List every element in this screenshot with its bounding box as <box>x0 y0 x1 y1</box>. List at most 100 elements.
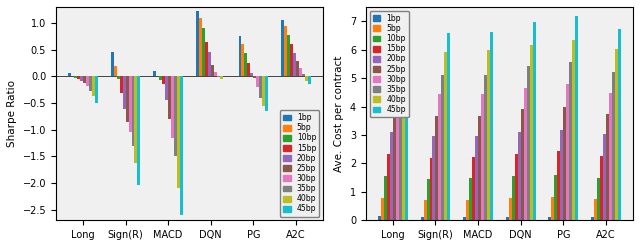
Bar <box>205 42 208 76</box>
Bar <box>83 76 86 83</box>
Bar <box>390 132 393 220</box>
Bar <box>609 93 612 220</box>
Bar <box>241 44 244 76</box>
Bar <box>512 176 515 220</box>
Bar <box>217 76 220 77</box>
Bar <box>239 36 241 76</box>
Bar <box>420 217 424 220</box>
Bar <box>530 45 532 220</box>
Bar <box>618 29 621 220</box>
Bar <box>180 76 183 215</box>
Bar <box>524 88 527 220</box>
Bar <box>563 106 566 220</box>
Bar <box>518 132 521 220</box>
Bar <box>123 76 125 109</box>
Bar <box>615 49 618 220</box>
Bar <box>196 11 199 76</box>
Bar <box>159 76 162 80</box>
Bar <box>475 136 478 220</box>
Bar <box>521 109 524 220</box>
Bar <box>478 117 481 220</box>
Bar <box>165 76 168 100</box>
Bar <box>80 76 83 81</box>
Bar <box>600 156 603 220</box>
Bar <box>490 32 493 220</box>
Bar <box>424 200 426 220</box>
Bar <box>299 68 302 76</box>
Bar <box>433 136 435 220</box>
Bar <box>515 154 518 220</box>
Bar <box>296 61 299 76</box>
Y-axis label: Ave. Cost per contract: Ave. Cost per contract <box>334 55 344 172</box>
Bar <box>506 217 509 220</box>
Bar <box>77 76 80 80</box>
Bar <box>548 217 552 220</box>
Legend: 1bp, 5bp, 10bp, 15bp, 20bp, 25bp, 30bp, 35bp, 40bp, 45bp: 1bp, 5bp, 10bp, 15bp, 20bp, 25bp, 30bp, … <box>369 11 409 117</box>
Bar <box>603 134 606 220</box>
Bar <box>566 84 570 220</box>
Bar <box>612 72 615 220</box>
Bar <box>384 176 387 220</box>
Bar <box>259 76 262 98</box>
Bar <box>120 76 123 93</box>
Bar <box>597 178 600 220</box>
Bar <box>208 52 211 76</box>
Bar <box>402 44 404 220</box>
Bar <box>89 76 92 91</box>
Bar <box>162 76 165 84</box>
Bar <box>469 178 472 220</box>
Bar <box>177 76 180 188</box>
Bar <box>393 110 396 220</box>
Bar <box>481 94 484 220</box>
Bar <box>552 197 554 220</box>
Bar <box>138 76 140 185</box>
Bar <box>444 52 447 220</box>
Bar <box>92 76 95 96</box>
Bar <box>484 75 487 220</box>
Bar <box>168 76 171 119</box>
Bar <box>572 40 575 220</box>
Bar <box>404 22 408 220</box>
Bar <box>74 76 77 78</box>
Bar <box>171 76 174 138</box>
Bar <box>381 198 384 220</box>
Bar <box>281 20 284 76</box>
Bar <box>426 179 429 220</box>
Bar <box>305 76 308 81</box>
Bar <box>570 62 572 220</box>
Bar <box>557 151 561 220</box>
Bar <box>114 66 116 76</box>
Bar <box>438 94 442 220</box>
Bar <box>68 73 71 76</box>
Bar <box>509 198 512 220</box>
Bar <box>153 71 156 76</box>
Bar <box>174 76 177 156</box>
Bar <box>111 52 114 76</box>
Bar <box>396 95 399 220</box>
Bar <box>387 154 390 220</box>
Bar <box>378 216 381 220</box>
Bar <box>129 76 131 132</box>
Bar <box>447 33 451 220</box>
Bar <box>554 175 557 220</box>
Bar <box>487 50 490 220</box>
Bar <box>442 75 444 220</box>
Bar <box>257 76 259 87</box>
Bar <box>214 72 217 76</box>
Bar <box>202 28 205 76</box>
Bar <box>594 199 597 220</box>
Bar <box>472 157 475 220</box>
Bar <box>125 76 129 122</box>
Bar <box>220 76 223 79</box>
Legend: 1bp, 5bp, 10bp, 15bp, 20bp, 25bp, 30bp, 35bp, 40bp, 45bp: 1bp, 5bp, 10bp, 15bp, 20bp, 25bp, 30bp, … <box>280 110 319 217</box>
Bar <box>116 76 120 79</box>
Bar <box>527 66 530 220</box>
Bar <box>466 200 469 220</box>
Bar <box>561 130 563 220</box>
Bar <box>199 18 202 76</box>
Bar <box>463 217 466 220</box>
Bar <box>591 217 594 220</box>
Bar <box>575 16 579 220</box>
Bar <box>95 76 98 103</box>
Bar <box>253 76 257 78</box>
